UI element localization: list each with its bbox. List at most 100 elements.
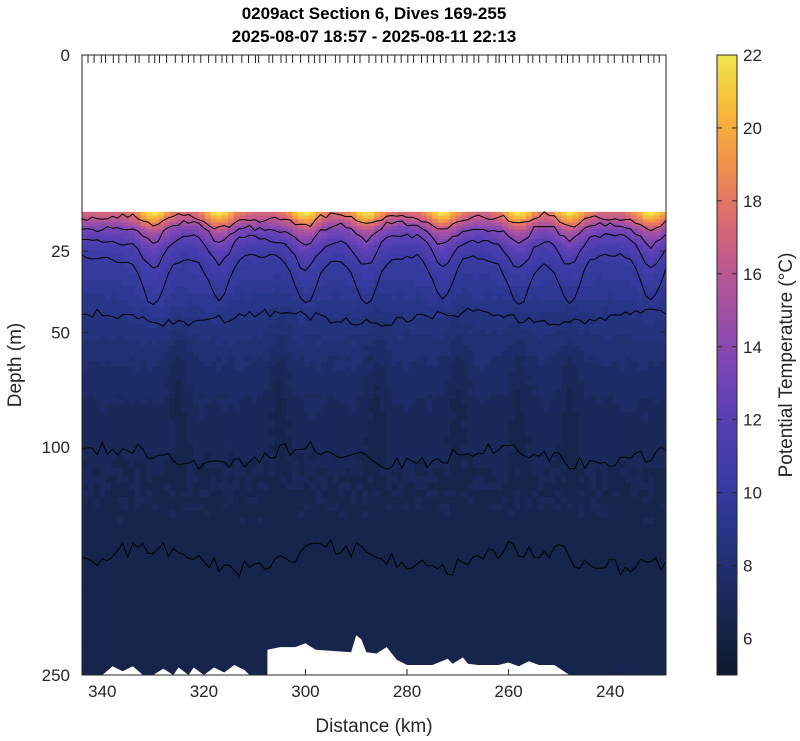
heat-cell: [204, 437, 212, 446]
heat-cell: [105, 235, 112, 240]
heat-cell: [105, 561, 112, 569]
heat-cell: [374, 613, 381, 620]
heat-cell: [210, 286, 217, 295]
heat-cell: [169, 280, 177, 288]
heat-cell: [157, 468, 165, 477]
heat-cell: [228, 596, 235, 604]
heat-cell: [111, 437, 118, 446]
heat-cell: [87, 666, 95, 672]
heat-cell: [181, 225, 188, 230]
heat-cell: [356, 251, 363, 255]
heat-cell: [385, 312, 393, 319]
heat-cell: [233, 591, 241, 598]
heat-cell: [321, 345, 328, 352]
heat-cell: [105, 232, 112, 237]
heat-cell: [216, 366, 223, 372]
heat-cell: [368, 420, 375, 430]
heat-cell: [391, 475, 398, 484]
heat-cell: [292, 238, 299, 243]
heat-cell: [333, 591, 340, 598]
heat-cell: [99, 222, 106, 227]
heat-cell: [163, 619, 171, 626]
heat-cell: [228, 329, 235, 336]
heat-cell: [216, 629, 223, 636]
heat-cell: [251, 211, 258, 217]
heat-cell: [105, 567, 112, 575]
heat-cell: [181, 380, 188, 387]
heat-cell: [303, 403, 311, 413]
heat-cell: [181, 253, 188, 258]
heat-cell: [274, 235, 282, 240]
heat-cell: [333, 366, 340, 372]
heat-cell: [414, 489, 422, 498]
heat-cell: [344, 619, 352, 626]
heat-cell: [350, 273, 358, 281]
heat-cell: [333, 262, 340, 266]
heat-cell: [397, 496, 404, 505]
heat-cell: [169, 629, 177, 636]
heat-cell: [274, 619, 282, 626]
heat-cell: [93, 482, 101, 491]
heat-cell: [163, 323, 171, 331]
heat-cell: [321, 403, 328, 413]
heat-cell: [140, 335, 147, 342]
heat-cell: [239, 265, 247, 269]
heat-cell: [362, 242, 369, 246]
heat-cell: [222, 403, 229, 413]
heat-cell: [385, 437, 393, 446]
heat-cell: [414, 329, 422, 336]
heat-cell: [333, 536, 340, 544]
heat-cell: [117, 248, 124, 252]
heat-cell: [87, 602, 95, 609]
heat-cell: [251, 273, 258, 281]
heat-cell: [117, 596, 124, 604]
heat-cell: [204, 666, 212, 672]
heat-cell: [222, 280, 229, 288]
heat-cell: [362, 629, 369, 636]
heat-cell: [257, 650, 264, 657]
heat-cell: [274, 225, 282, 230]
heat-cell: [169, 403, 177, 413]
heat-cell: [391, 251, 398, 255]
heat-cell: [303, 635, 311, 642]
heat-cell: [374, 549, 381, 557]
heat-cell: [105, 371, 112, 377]
heat-cell: [303, 306, 311, 313]
heat-cell: [105, 267, 112, 274]
heat-cell: [379, 412, 387, 422]
heat-cell: [280, 229, 287, 234]
heat-cell: [228, 543, 235, 551]
heat-cell: [181, 579, 188, 587]
heat-cell: [233, 251, 241, 255]
heat-cell: [263, 329, 270, 336]
heat-cell: [228, 256, 235, 261]
heat-cell: [222, 299, 229, 307]
heat-cell: [403, 375, 410, 382]
heat-cell: [274, 256, 282, 261]
heat-cell: [303, 629, 311, 636]
heat-cell: [374, 536, 381, 544]
heat-cell: [111, 536, 118, 544]
heat-cell: [409, 475, 416, 484]
heat-cell: [169, 235, 177, 240]
heat-cell: [111, 280, 118, 288]
heat-cell: [239, 399, 247, 405]
heat-cell: [268, 219, 276, 224]
heat-cell: [111, 399, 118, 405]
heat-cell: [245, 399, 252, 405]
heat-cell: [117, 661, 124, 667]
heat-cell: [181, 510, 188, 518]
heat-cell: [105, 650, 112, 657]
heat-cell: [356, 585, 363, 592]
heat-cell: [385, 222, 393, 227]
heat-cell: [321, 452, 328, 462]
heat-cell: [122, 666, 130, 672]
heat-cell: [117, 624, 124, 631]
heat-cell: [368, 256, 375, 261]
heat-cell: [93, 225, 101, 230]
heat-cell: [239, 452, 247, 462]
heat-cell: [280, 452, 287, 462]
heat-cell: [152, 661, 159, 667]
heat-cell: [146, 567, 153, 575]
heat-cell: [414, 503, 422, 512]
